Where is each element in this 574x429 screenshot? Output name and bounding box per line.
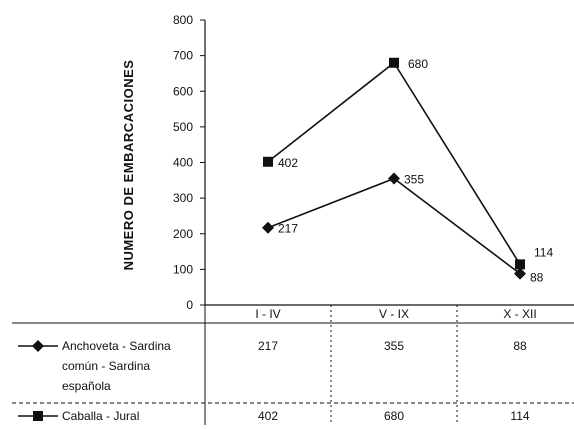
y-tick-label: 500 <box>173 120 193 134</box>
category-label: V - IX <box>379 307 409 321</box>
data-table: I - IV V - IX X - XII Anchoveta - Sardina co… <box>12 305 574 425</box>
y-axis-ticks: 0 100 200 300 400 500 600 700 800 <box>173 13 205 312</box>
series-point <box>262 221 274 234</box>
chart-series: 217 355 88 402 680 114 <box>262 57 553 285</box>
series-point <box>514 267 526 280</box>
series-point <box>263 156 273 167</box>
data-label: 402 <box>278 156 298 170</box>
legend-label: común - Sardina <box>62 359 150 373</box>
legend-marker <box>32 340 44 352</box>
y-tick-label: 800 <box>173 13 193 27</box>
series-line <box>267 177 521 275</box>
y-tick-label: 700 <box>173 49 193 63</box>
table-cell: 680 <box>384 409 404 423</box>
series-line <box>267 61 521 265</box>
data-label: 355 <box>404 173 424 187</box>
category-label: X - XII <box>503 307 536 321</box>
table-cell: 355 <box>384 339 404 353</box>
data-label: 88 <box>530 271 544 285</box>
y-tick-label: 200 <box>173 227 193 241</box>
table-cell: 217 <box>258 339 278 353</box>
legend-marker <box>33 411 43 421</box>
y-tick-label: 600 <box>173 84 193 98</box>
data-label: 114 <box>534 245 553 259</box>
category-label: I - IV <box>255 307 280 321</box>
y-axis-label: NUMERO DE EMBARCACIONES <box>121 60 136 271</box>
series-point <box>389 57 399 68</box>
data-label: 217 <box>278 222 298 236</box>
y-tick-label: 100 <box>173 262 193 276</box>
table-cell: 88 <box>513 339 527 353</box>
series-point <box>515 259 525 270</box>
y-tick-label: 400 <box>173 156 193 170</box>
legend-label: española <box>62 379 111 393</box>
y-tick-label: 0 <box>186 298 193 312</box>
legend-label: Caballa - Jural <box>62 409 139 423</box>
y-tick-label: 300 <box>173 191 193 205</box>
legend-label: Anchoveta - Sardina <box>62 339 171 353</box>
series-point <box>388 172 400 185</box>
data-label: 680 <box>408 57 428 71</box>
table-cell: 114 <box>510 409 529 423</box>
table-cell: 402 <box>258 409 278 423</box>
